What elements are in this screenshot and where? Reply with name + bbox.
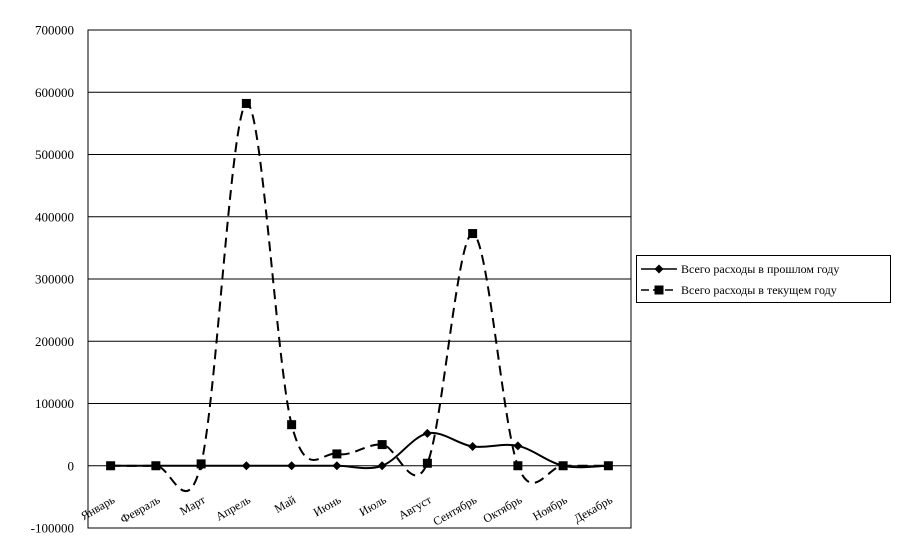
data-point-square: [151, 461, 161, 471]
x-tick-label: Апрель: [213, 492, 253, 523]
legend-item-current-year: Всего расходы в текущем году: [637, 280, 837, 300]
x-tick-label: Декабрь: [571, 492, 615, 525]
legend-item-last-year: Всего расходы в прошлом году: [637, 259, 839, 279]
series-line-1: [110, 102, 609, 493]
series-markers: [106, 98, 613, 471]
legend-label-last-year: Всего расходы в прошлом году: [681, 261, 840, 276]
legend-swatch-last-year: [641, 264, 677, 274]
y-tick-label: 200000: [35, 334, 74, 349]
y-tick-label: 700000: [35, 23, 74, 38]
x-tick-label: Сентябрь: [430, 492, 479, 528]
x-tick-label: Январь: [78, 492, 117, 523]
data-point-square: [603, 461, 613, 471]
x-tick-label: Февраль: [118, 492, 163, 526]
y-tick-label: 300000: [35, 272, 74, 287]
data-point-diamond: [377, 461, 387, 471]
y-tick-label: 100000: [35, 396, 74, 411]
legend-label-current-year: Всего расходы в текущем году: [681, 282, 837, 297]
y-tick-label: 400000: [35, 209, 74, 224]
data-point-diamond: [332, 461, 342, 471]
x-axis-tick-labels: Январь Февраль Март Апрель Май Июнь Июль Август…: [78, 492, 615, 529]
plot-area-frame: [87, 29, 632, 529]
y-tick-label: 600000: [35, 85, 74, 100]
x-tick-label: Март: [177, 492, 208, 518]
legend-swatch-current-year: [641, 285, 677, 295]
y-tick-label: 500000: [35, 147, 74, 162]
data-point-square: [332, 449, 342, 459]
data-point-square: [422, 458, 432, 468]
data-point-square: [468, 229, 478, 239]
data-point-square: [513, 461, 523, 471]
data-point-diamond: [241, 461, 251, 471]
data-point-diamond: [468, 441, 478, 451]
data-point-square: [377, 440, 387, 450]
x-tick-label: Июнь: [311, 492, 344, 519]
data-point-square: [196, 459, 206, 469]
y-axis-tick-labels: -100000 0 100000 200000 300000 400000 500000 60…: [31, 23, 74, 536]
legend: Всего расходы в прошлом году Всего расхо…: [636, 255, 891, 303]
x-tick-label: Ноябрь: [530, 492, 570, 523]
x-tick-label: Июль: [357, 492, 389, 519]
x-tick-label: Октябрь: [481, 492, 525, 526]
data-point-square: [106, 461, 116, 471]
x-tick-label: Май: [272, 492, 299, 516]
data-point-square: [287, 420, 297, 430]
gridlines: [88, 29, 631, 529]
data-point-square: [241, 98, 251, 108]
series-lines: [110, 102, 609, 493]
data-point-diamond: [422, 428, 432, 438]
y-tick-label: -100000: [31, 521, 74, 536]
y-tick-label: 0: [68, 458, 75, 473]
data-point-square: [558, 461, 568, 471]
data-point-diamond: [287, 461, 297, 471]
x-tick-label: Август: [396, 492, 435, 522]
data-point-diamond: [513, 441, 523, 451]
